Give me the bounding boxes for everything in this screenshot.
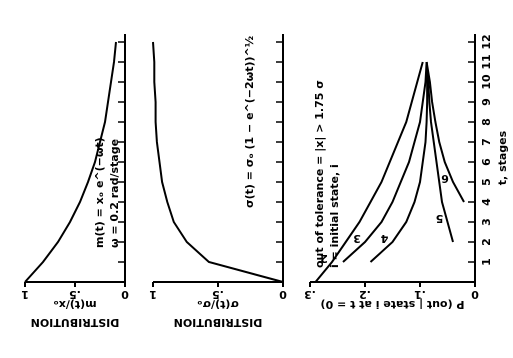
y-tick-label: .1 (414, 288, 426, 301)
x-axis-label: t, stages (496, 130, 509, 185)
curve-label: 5 (436, 212, 444, 225)
y-axis-label: P (out | state i at t = 0) (321, 298, 465, 311)
x-tick-label: 3 (480, 218, 493, 226)
x-tick-label: 9 (480, 98, 493, 106)
group-label: DISTRIBUTION (174, 316, 263, 329)
curve-label: 6 (441, 172, 449, 185)
y-tick-label: 1 (149, 288, 157, 301)
curve-label: 2 (320, 252, 328, 265)
y-tick-label: 0 (279, 288, 287, 301)
x-tick-label: 1 (480, 258, 493, 266)
x-tick-label: 10 (480, 74, 493, 90)
y-axis-label: σ(t)/σₒ (197, 298, 239, 311)
rotated-figure: 0 .5 1 m(t)/xₒ DISTRIBUTION m(t) = xₒ e^(−ωt)… (21, 34, 509, 329)
y-tick-label: .2 (359, 288, 371, 301)
curve (342, 61, 428, 263)
annotation: i = initial state, i (328, 164, 341, 268)
x-tick-label: 2 (480, 238, 493, 246)
y-tick-label: 0 (471, 288, 479, 301)
curve (314, 61, 424, 283)
y-tick-label: 0 (121, 288, 129, 301)
curve (425, 61, 454, 243)
y-tick-label: 1 (21, 288, 29, 301)
annotation: m(t) = xₒ e^(−ωt) (93, 137, 106, 248)
curve-label: 3 (353, 232, 361, 245)
x-tick-label: 12 (480, 34, 493, 49)
curve (425, 61, 465, 203)
curve (152, 41, 284, 283)
x-tick-label: 11 (480, 54, 493, 69)
curve (24, 41, 117, 283)
x-tick-label: 6 (480, 158, 493, 166)
x-tick-label: 4 (480, 198, 493, 206)
x-tick-label: 8 (480, 118, 493, 126)
x-tick-label: 7 (480, 138, 493, 146)
y-tick-label: .5 (212, 288, 224, 301)
y-tick-label: .3 (304, 288, 316, 301)
x-tick-label: 5 (480, 178, 493, 186)
annotation: σ(t) = σₒ (1 − e^(−2ωt))^½ (243, 36, 256, 208)
y-tick-label: .5 (69, 288, 81, 301)
curve-label: 4 (380, 232, 388, 245)
group-label: DISTRIBUTION (31, 316, 120, 329)
annotation: ω = 0.2 rad/stage (108, 139, 121, 248)
y-axis-label: m(t)/xₒ (53, 298, 96, 311)
annotation: out of tolerance = |x| > 1.75 σ (313, 80, 326, 268)
curve (369, 61, 429, 263)
